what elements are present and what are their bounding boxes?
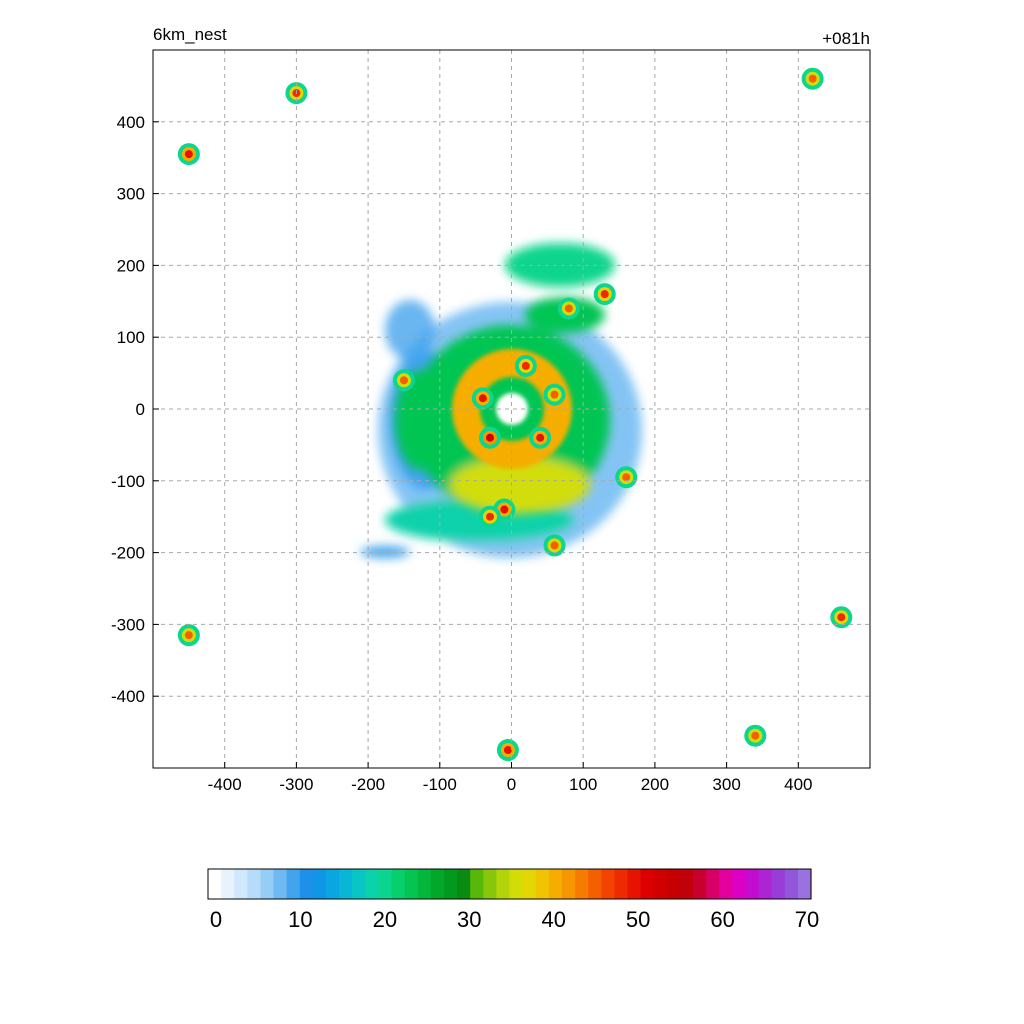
reflectivity-field: [177, 67, 853, 762]
echo-cell-core: [564, 304, 573, 313]
colorbar-swatch: [417, 869, 432, 899]
colorbar-swatch: [679, 869, 694, 899]
colorbar-swatch: [588, 869, 602, 899]
colorbar-swatch: [784, 869, 799, 899]
echo-cell-core: [536, 433, 545, 442]
y-tick-label: -300: [111, 615, 145, 634]
echo-cell-core: [837, 613, 846, 622]
colorbar-swatch: [208, 869, 222, 899]
colorbar-swatch: [430, 869, 445, 899]
colorbar-swatch: [797, 869, 812, 899]
colorbar-swatch: [273, 869, 288, 899]
echo-cell-core: [600, 290, 609, 299]
colorbar-swatch: [391, 869, 406, 899]
y-tick-label: 300: [117, 185, 145, 204]
colorbar-tick-label: 40: [541, 907, 565, 932]
colorbar: [207, 868, 812, 900]
colorbar-swatch: [286, 869, 301, 899]
colorbar-swatch: [312, 869, 327, 899]
colorbar-swatch: [627, 869, 642, 899]
colorbar-swatch: [640, 869, 655, 899]
colorbar-swatch: [509, 869, 524, 899]
colorbar-swatch: [470, 869, 484, 899]
colorbar-tick-label: 70: [795, 907, 819, 932]
echo-cell-core: [521, 361, 530, 370]
x-tick-label: 0: [507, 775, 516, 794]
colorbar-swatch: [483, 869, 497, 899]
colorbar-swatch: [732, 869, 747, 899]
colorbar-swatch: [745, 869, 760, 899]
colorbar-tick-label: 30: [457, 907, 481, 932]
colorbar-tick-label: 10: [288, 907, 312, 932]
colorbar-tick-label: 50: [626, 907, 650, 932]
y-tick-label: -100: [111, 472, 145, 491]
colorbar-swatch: [496, 869, 511, 899]
colorbar-swatch: [575, 869, 589, 899]
echo-cell-core: [622, 473, 631, 482]
colorbar-tick-label: 20: [373, 907, 397, 932]
x-tick-label: 100: [569, 775, 597, 794]
colorbar-swatch: [561, 869, 576, 899]
colorbar-swatch: [365, 869, 380, 899]
colorbar-swatch: [666, 869, 681, 899]
colorbar-swatch: [404, 869, 419, 899]
y-tick-label: -200: [111, 544, 145, 563]
colorbar-swatch: [719, 869, 733, 899]
echo-cell-core: [500, 505, 509, 514]
echo-cell-core: [550, 541, 559, 550]
colorbar-swatch: [378, 869, 393, 899]
echo-cell-core: [485, 512, 494, 521]
title-left: 6km_nest: [153, 25, 227, 44]
x-tick-label: 300: [712, 775, 740, 794]
x-tick-label: 400: [784, 775, 812, 794]
echo-cell-core: [184, 150, 193, 159]
colorbar-swatch: [352, 869, 366, 899]
x-tick-label: -100: [423, 775, 457, 794]
x-tick-label: 200: [641, 775, 669, 794]
y-tick-label: -400: [111, 687, 145, 706]
echo-cell-core: [184, 631, 193, 640]
colorbar-swatch: [548, 869, 563, 899]
colorbar-ticks: 0 10 20 30 40 50 60 70: [210, 907, 819, 932]
title-right: +081h: [822, 29, 870, 48]
y-tick-label: 0: [136, 400, 145, 419]
colorbar-swatch: [443, 869, 458, 899]
colorbar-swatch: [234, 869, 248, 899]
echo-cell-core: [808, 74, 817, 83]
colorbar-swatch: [260, 869, 275, 899]
colorbar-swatch: [771, 869, 786, 899]
colorbar-swatch: [535, 869, 550, 899]
colorbar-swatch: [339, 869, 353, 899]
colorbar-tick-label: 60: [710, 907, 734, 932]
echo-cell-core: [550, 390, 559, 399]
colorbar-swatch: [522, 869, 537, 899]
colorbar-swatch: [221, 869, 235, 899]
colorbar-swatch: [601, 869, 615, 899]
colorbar-swatch: [693, 869, 707, 899]
echo-cell-core: [399, 376, 408, 385]
y-tick-label: 100: [117, 328, 145, 347]
echo-cell-core: [478, 394, 487, 403]
axis-ticks: -400 -300 -200 -100 0 100 200 300 400 400 300 200 10…: [111, 113, 813, 794]
echo-cell-core: [751, 731, 760, 740]
colorbar-swatch: [653, 869, 668, 899]
y-tick-label: 200: [117, 256, 145, 275]
x-tick-label: -200: [351, 775, 385, 794]
colorbar-frame: [207, 868, 812, 900]
echo-cell-core: [503, 746, 512, 755]
y-tick-label: 400: [117, 113, 145, 132]
colorbar-tick-label: 0: [210, 907, 222, 932]
colorbar-swatch: [247, 869, 262, 899]
colorbar-swatch: [299, 869, 314, 899]
x-tick-label: -300: [279, 775, 313, 794]
colorbar-swatch: [325, 869, 340, 899]
colorbar-swatch: [457, 869, 471, 899]
echo-cell-core: [485, 433, 494, 442]
colorbar-swatch: [758, 869, 773, 899]
colorbar-swatch: [706, 869, 720, 899]
x-tick-label: -400: [208, 775, 242, 794]
colorbar-swatch: [614, 869, 629, 899]
